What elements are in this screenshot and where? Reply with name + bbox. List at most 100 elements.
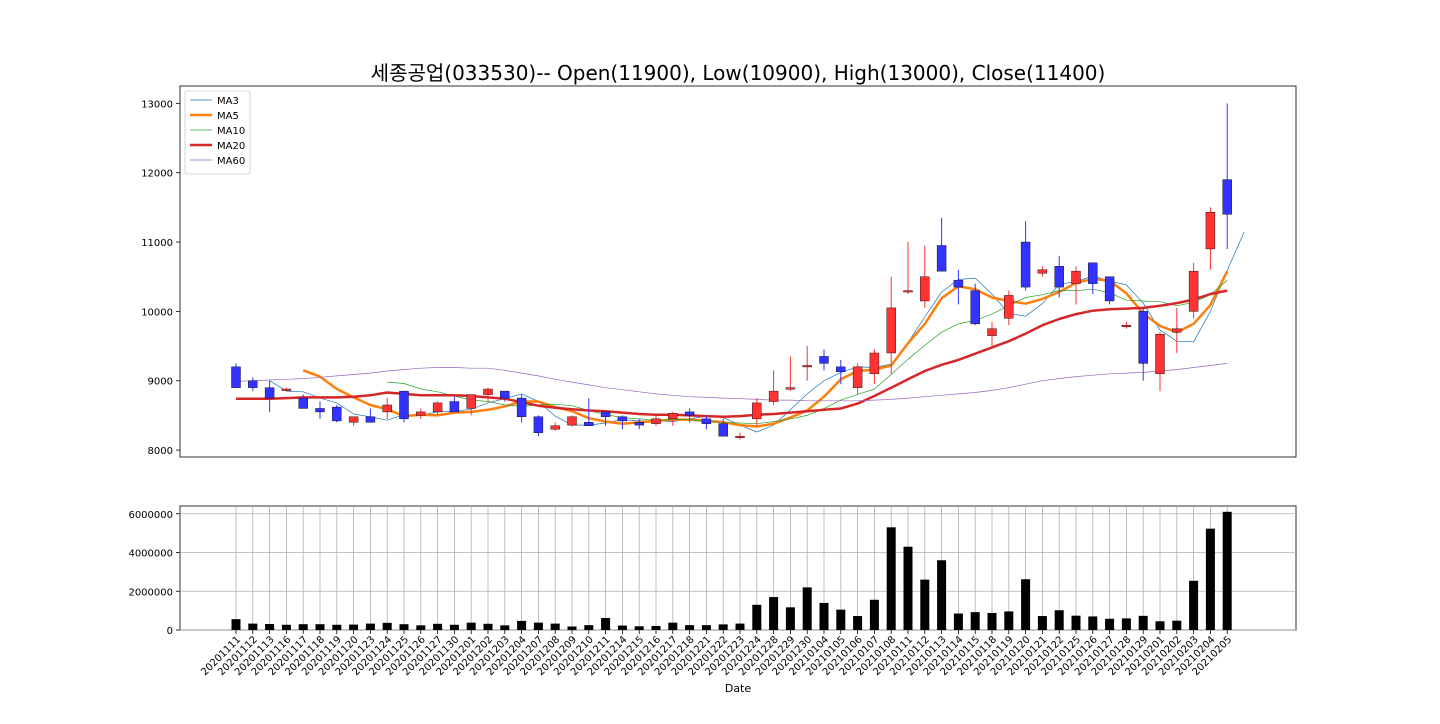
candle-body <box>416 411 426 416</box>
candle-body <box>684 411 695 416</box>
volume-bar <box>1004 611 1014 630</box>
candle <box>1222 103 1232 249</box>
candle-body <box>1121 325 1132 327</box>
candle-body <box>1172 328 1182 333</box>
volume-bar <box>752 604 762 630</box>
candle-body <box>584 422 594 426</box>
volume-bar <box>365 623 375 630</box>
price-y-tick-label: 8000 <box>148 446 173 457</box>
candle <box>953 269 964 305</box>
candle <box>1155 332 1165 392</box>
volume-bar <box>853 616 863 630</box>
candle-body <box>248 380 258 388</box>
volume-bar <box>1088 616 1098 630</box>
candle <box>584 398 594 426</box>
volume-bar <box>869 599 879 630</box>
candle-body <box>281 388 292 391</box>
candle <box>1020 221 1031 291</box>
candle-body <box>264 387 275 399</box>
volume-panel: 0200000040000006000000202011112020111220… <box>128 505 1297 678</box>
volume-bar <box>735 623 745 630</box>
chart-legend: MA3 MA5 MA10 MA20 MA60 <box>184 90 251 175</box>
candle <box>264 380 275 412</box>
candle-body <box>298 397 308 409</box>
candle <box>449 395 460 413</box>
volume-bar <box>1155 621 1165 630</box>
legend-label-ma3: MA3 <box>217 96 239 107</box>
candle-body <box>869 352 880 374</box>
candle <box>1104 276 1115 305</box>
volume-bar <box>315 624 325 630</box>
candle-body <box>550 425 560 430</box>
volume-bar <box>718 624 728 630</box>
candle <box>416 408 426 419</box>
candle <box>1088 262 1098 295</box>
volume-bar <box>500 625 510 630</box>
candle <box>785 356 796 392</box>
candle-body <box>516 397 527 417</box>
candle-body <box>718 423 728 437</box>
candle-body <box>231 366 241 388</box>
candle-body <box>953 279 964 288</box>
volume-bar <box>483 623 493 630</box>
volume-bar <box>634 626 644 630</box>
candle-body <box>886 307 896 354</box>
candle <box>735 432 745 440</box>
volume-bar <box>987 612 997 630</box>
candle <box>1121 321 1132 329</box>
candle-body <box>668 413 678 420</box>
candle <box>836 359 846 385</box>
volume-bar <box>449 624 459 630</box>
candle-body <box>1088 262 1098 284</box>
candle <box>886 276 896 374</box>
candle-body <box>987 328 997 336</box>
candle <box>1071 266 1081 305</box>
candle <box>634 418 644 430</box>
legend-label-ma5: MA5 <box>217 111 239 122</box>
price-y-tick-label: 12000 <box>141 169 173 180</box>
legend-box <box>184 90 251 175</box>
candle-body <box>600 411 611 417</box>
candle-body <box>768 390 779 402</box>
candle <box>382 398 392 419</box>
volume-bar <box>248 623 258 630</box>
volume-bar <box>332 624 342 630</box>
volume-bar <box>382 622 392 630</box>
ma-line-ma3 <box>269 232 1245 433</box>
candle <box>1037 266 1048 277</box>
volume-bar <box>785 607 795 630</box>
volume-bar <box>903 546 913 630</box>
chart-title: 세종공업(033530)-- Open(11900), Low(10900), … <box>371 61 1106 85</box>
volume-bar <box>1037 616 1047 630</box>
candle <box>348 416 359 426</box>
candle-body <box>936 245 947 272</box>
volume-bar <box>970 612 980 630</box>
volume-bar <box>517 620 527 630</box>
candle <box>802 346 812 381</box>
volume-bar <box>802 587 812 630</box>
volume-bar <box>836 609 846 630</box>
candle-body <box>365 416 376 423</box>
candle-body <box>1155 334 1165 374</box>
volume-bar <box>298 624 308 630</box>
volume-bar <box>281 624 291 630</box>
legend-label-ma60: MA60 <box>217 156 245 167</box>
candle-body <box>852 366 863 388</box>
ma-line-ma5 <box>302 270 1229 428</box>
candle <box>903 242 913 295</box>
volume-bar <box>231 619 241 630</box>
candle <box>483 387 493 402</box>
candle-body <box>1188 270 1199 312</box>
candle-body <box>1037 269 1048 274</box>
candle <box>768 370 779 405</box>
candle-body <box>802 365 812 368</box>
candle <box>869 349 880 385</box>
volume-bar <box>886 527 896 630</box>
candle-body <box>348 416 359 423</box>
candle <box>752 398 762 426</box>
volume-bar <box>953 613 963 630</box>
volume-bar <box>1105 618 1115 630</box>
candle <box>1205 207 1216 270</box>
